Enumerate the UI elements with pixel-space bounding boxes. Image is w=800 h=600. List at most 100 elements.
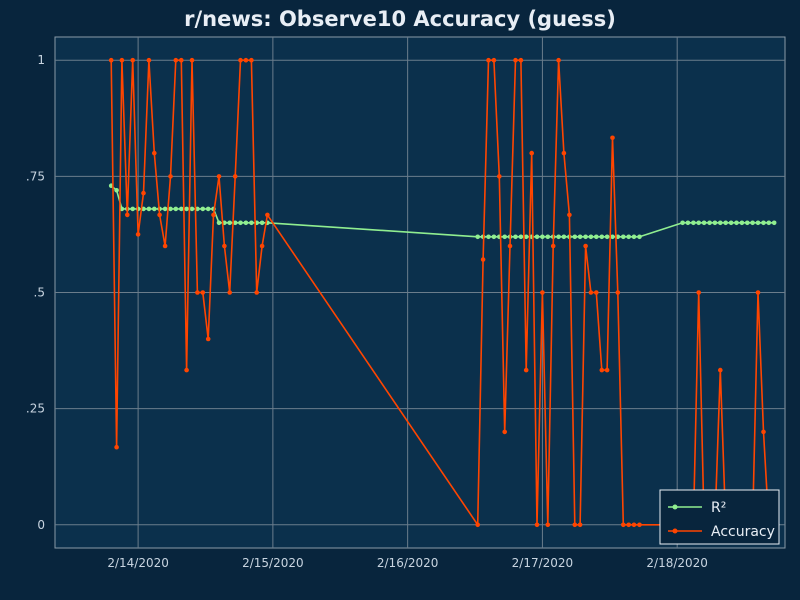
data-point	[594, 290, 599, 295]
x-tick-label: 2/15/2020	[242, 556, 304, 570]
data-point	[604, 367, 610, 373]
data-point	[615, 290, 621, 295]
data-point	[583, 243, 588, 249]
data-point	[184, 367, 189, 373]
data-point	[577, 522, 583, 528]
data-point	[114, 444, 119, 450]
data-point	[637, 234, 642, 240]
data-point	[755, 290, 761, 295]
data-point	[696, 290, 701, 295]
data-point	[179, 57, 184, 63]
data-point	[723, 220, 728, 226]
data-point	[701, 220, 707, 226]
data-point	[184, 206, 189, 212]
data-point	[734, 220, 739, 226]
data-point	[480, 257, 486, 262]
data-point	[162, 206, 168, 212]
y-tick-label: 0	[37, 518, 45, 532]
data-point	[534, 522, 540, 528]
data-point	[594, 234, 599, 240]
data-point	[561, 150, 567, 156]
data-point	[189, 206, 195, 212]
data-point	[545, 234, 551, 240]
data-point	[588, 290, 594, 295]
data-point	[739, 220, 745, 226]
data-point	[232, 220, 238, 226]
data-point	[696, 220, 701, 226]
data-point	[232, 174, 238, 179]
data-point	[173, 57, 179, 63]
data-point	[243, 220, 249, 226]
data-point	[200, 290, 206, 295]
data-point	[173, 206, 179, 212]
x-tick-label: 2/18/2020	[646, 556, 708, 570]
data-point	[486, 234, 491, 240]
y-tick-label: .5	[34, 286, 45, 300]
data-point	[497, 174, 502, 179]
data-point	[189, 57, 195, 63]
data-point	[604, 234, 610, 240]
data-point	[540, 290, 545, 295]
data-point	[195, 290, 200, 295]
data-point	[626, 234, 631, 240]
data-point	[550, 243, 556, 249]
data-point	[227, 220, 232, 226]
data-point	[718, 367, 723, 373]
data-point	[577, 234, 583, 240]
data-point	[238, 220, 243, 226]
data-point	[545, 522, 551, 528]
legend-swatch-marker	[672, 528, 678, 534]
data-point	[205, 336, 211, 342]
data-point	[755, 220, 761, 226]
data-point	[259, 220, 265, 226]
data-point	[761, 429, 766, 435]
data-point	[146, 57, 152, 63]
data-point	[486, 57, 491, 63]
data-point	[249, 57, 254, 63]
data-point	[718, 220, 723, 226]
data-point	[572, 234, 578, 240]
data-point	[205, 206, 211, 212]
data-point	[125, 212, 130, 218]
data-point	[216, 220, 222, 226]
legend: R² Accuracy	[659, 489, 780, 545]
data-point	[108, 57, 114, 63]
data-point	[712, 220, 718, 226]
data-point	[534, 234, 540, 240]
data-point	[610, 135, 615, 141]
data-point	[119, 57, 125, 63]
data-point	[766, 220, 772, 226]
data-point	[529, 150, 534, 156]
x-tick-label: 2/17/2020	[512, 556, 574, 570]
data-point	[761, 220, 766, 226]
data-point	[518, 57, 524, 63]
data-point	[637, 522, 642, 528]
data-point	[507, 243, 513, 249]
data-point	[491, 57, 497, 63]
data-point	[119, 206, 125, 212]
legend-box	[659, 489, 780, 545]
data-point	[179, 206, 184, 212]
data-point	[556, 234, 561, 240]
data-point	[610, 234, 615, 240]
data-point	[227, 290, 232, 295]
data-point	[502, 429, 508, 435]
data-point	[146, 206, 152, 212]
data-point	[771, 220, 777, 226]
series-0	[108, 183, 777, 240]
data-point	[475, 234, 481, 240]
data-point	[114, 188, 119, 193]
data-point	[621, 234, 626, 240]
data-point	[216, 174, 222, 179]
data-point	[680, 220, 685, 226]
data-point	[243, 57, 249, 63]
data-point	[750, 220, 755, 226]
data-point	[583, 234, 588, 240]
data-point	[491, 234, 497, 240]
x-tick-label: 2/16/2020	[377, 556, 439, 570]
chart-title: r/news: Observe10 Accuracy (guess)	[184, 7, 616, 31]
data-point	[556, 57, 561, 63]
data-point	[259, 243, 265, 249]
data-point	[523, 367, 529, 373]
data-point	[707, 220, 712, 226]
